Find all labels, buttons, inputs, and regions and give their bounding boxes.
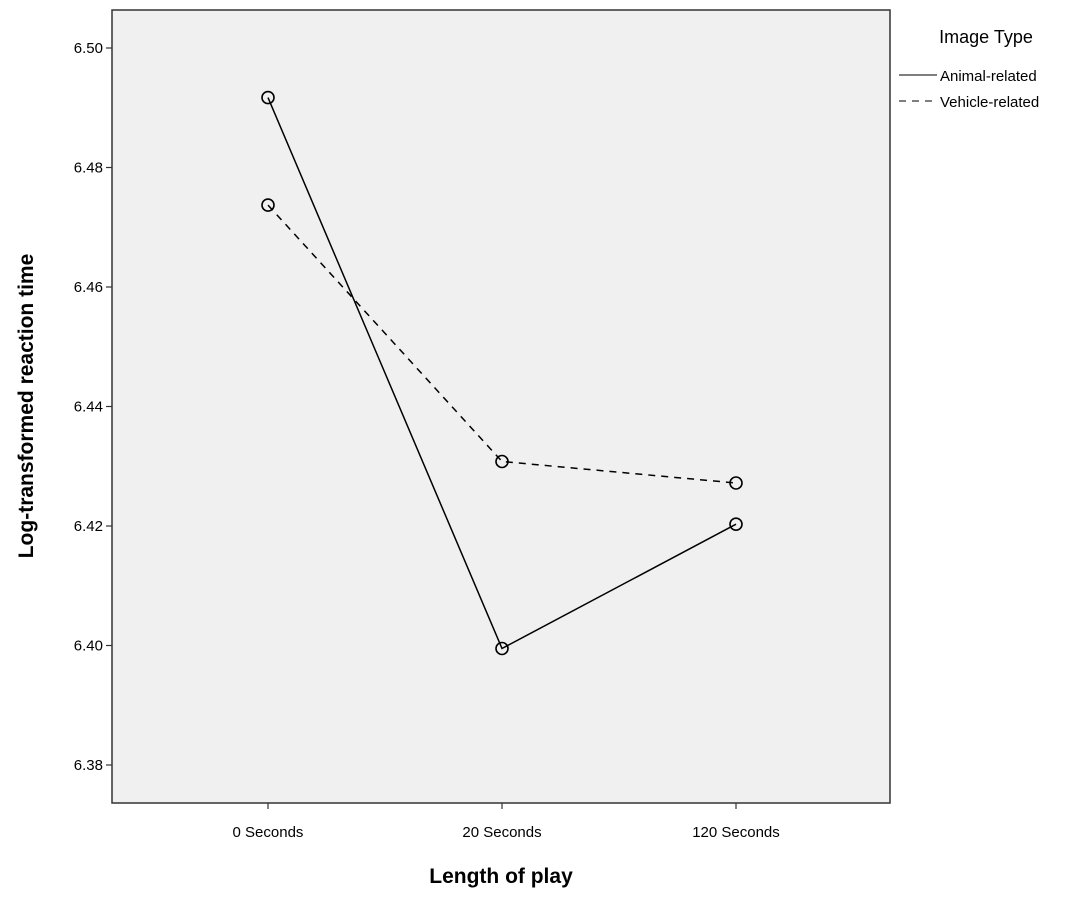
y-tick-label: 6.40 — [74, 638, 103, 655]
legend-label-animal-related: Animal-related — [940, 68, 1037, 85]
plot-area — [111, 9, 891, 804]
data-point-vehicle-related-2 — [729, 476, 743, 490]
y-tick-label: 6.42 — [74, 518, 103, 535]
x-axis: 0 Seconds 20 Seconds 120 Seconds — [233, 803, 780, 841]
data-point-animal-related-1 — [495, 641, 509, 656]
series-line-animal-related — [267, 97, 737, 650]
data-point-vehicle-related-0 — [261, 198, 275, 212]
x-tick-label: 20 Seconds — [462, 824, 541, 841]
y-tick-label: 6.46 — [74, 279, 103, 296]
y-tick-label: 6.48 — [74, 160, 103, 177]
y-tick-label: 6.44 — [74, 399, 103, 416]
data-point-vehicle-related-1 — [495, 454, 509, 469]
series-animal-related — [261, 90, 743, 656]
data-point-animal-related-0 — [261, 90, 275, 105]
y-axis-title: Log-transformed reaction time — [15, 254, 38, 559]
x-tick-label: 0 Seconds — [233, 824, 304, 841]
legend: Image Type Animal-related Vehicle-relate… — [899, 27, 1039, 111]
legend-label-vehicle-related: Vehicle-related — [940, 94, 1039, 111]
y-tick-label: 6.38 — [74, 757, 103, 774]
legend-title: Image Type — [939, 27, 1033, 47]
x-axis-title: Length of play — [429, 865, 573, 888]
series-vehicle-related — [261, 198, 743, 490]
data-point-animal-related-2 — [729, 517, 743, 532]
series-layer — [261, 90, 743, 656]
y-tick-label: 6.50 — [74, 40, 103, 57]
y-axis: 6.38 6.40 6.42 6.44 6.46 6.48 6.50 — [74, 40, 112, 774]
x-tick-label: 120 Seconds — [692, 824, 780, 841]
